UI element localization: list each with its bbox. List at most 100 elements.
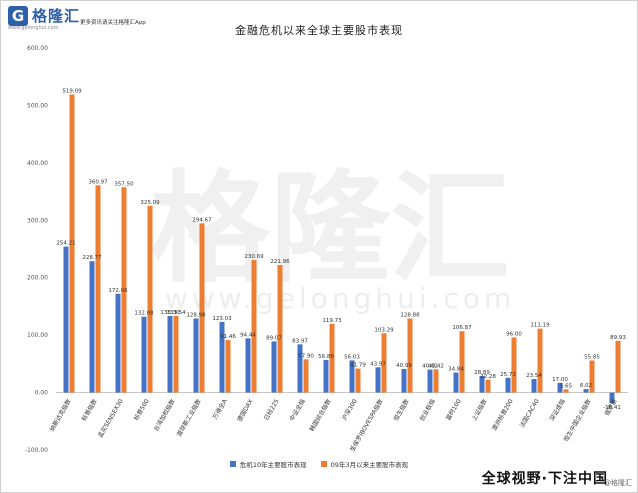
x-category-label: 道琼斯工业指数 bbox=[175, 398, 203, 438]
data-label-series2: 230.69 bbox=[244, 254, 264, 260]
data-label-series2: 41.79 bbox=[350, 363, 366, 369]
bar-series2 bbox=[199, 223, 205, 393]
bar-series2 bbox=[381, 333, 387, 393]
bar-series2 bbox=[459, 331, 465, 393]
data-label-series1: 94.44 bbox=[240, 332, 256, 338]
legend-item-series2: 09年3月以来主要股市表现 bbox=[320, 459, 409, 469]
x-category-label: 日经225 bbox=[262, 397, 281, 421]
x-category-label: 上证指数 bbox=[470, 398, 489, 423]
bar-series2 bbox=[303, 359, 309, 393]
legend-label-series1: 危机10年主要股市表现 bbox=[239, 461, 307, 469]
bar-series2 bbox=[615, 340, 621, 393]
bar-series2 bbox=[355, 368, 361, 393]
legend-label-series2: 09年3月以来主要股市表现 bbox=[330, 461, 409, 469]
bar-series2 bbox=[69, 94, 75, 393]
bar-series1 bbox=[297, 344, 303, 393]
data-label-series1: 89.07 bbox=[266, 335, 282, 341]
data-label-series1: 128.98 bbox=[186, 313, 206, 319]
bar-series1 bbox=[505, 377, 511, 393]
data-label-series1: 43.97 bbox=[370, 361, 386, 367]
data-label-series2: 519.09 bbox=[62, 88, 82, 94]
y-tick-label: 400.00 bbox=[27, 160, 48, 167]
bar-series1 bbox=[219, 321, 225, 393]
x-category-label: 富时100 bbox=[444, 397, 463, 421]
bar-series2 bbox=[147, 205, 153, 393]
bar-series1 bbox=[271, 341, 277, 393]
bar-series1 bbox=[453, 372, 459, 393]
data-label-series1: 172.06 bbox=[108, 288, 128, 294]
bar-series2 bbox=[563, 389, 569, 393]
bar-series2 bbox=[95, 185, 101, 393]
bar-series1 bbox=[63, 246, 69, 393]
data-label-series2: 294.67 bbox=[192, 217, 212, 223]
data-label-series1: 28.89 bbox=[474, 370, 490, 376]
y-tick-label: 200.00 bbox=[27, 275, 48, 282]
legend-swatch-series1 bbox=[229, 461, 236, 467]
brand-url: www.gelonghui.com bbox=[8, 25, 59, 31]
x-category-label: 沪深300 bbox=[340, 397, 359, 421]
x-category-label: 标普指数 bbox=[80, 398, 99, 423]
bar-series2 bbox=[277, 265, 283, 393]
x-category-label: 纳斯达克指数 bbox=[48, 398, 73, 433]
data-label-series1: 40.02 bbox=[422, 364, 438, 370]
y-tick-label: 100.00 bbox=[27, 332, 48, 339]
bar-series1 bbox=[479, 375, 485, 393]
data-label-series1: 254.21 bbox=[56, 241, 75, 247]
data-label-series2: 40.42 bbox=[428, 363, 444, 369]
bar-series1 bbox=[323, 359, 329, 393]
chart-legend: 危机10年主要股市表现 09年3月以来主要股市表现 bbox=[0, 459, 638, 469]
data-label-series2: 89.93 bbox=[610, 335, 626, 341]
x-category-label: 澳洲标普200 bbox=[490, 397, 515, 432]
bar-series2 bbox=[173, 315, 179, 393]
x-category-label: 法国CAC40 bbox=[518, 397, 541, 429]
bar-series1 bbox=[245, 338, 251, 393]
x-category-label: 韩国综合指数 bbox=[308, 398, 333, 433]
legend-swatch-series2 bbox=[320, 461, 327, 467]
data-label-series2: 325.09 bbox=[140, 200, 160, 206]
bar-series2 bbox=[433, 369, 439, 393]
bar-series2 bbox=[589, 360, 595, 393]
bar-series1 bbox=[89, 261, 95, 393]
data-label-series2: 221.96 bbox=[270, 259, 290, 265]
bar-series2 bbox=[329, 323, 335, 393]
data-label-series1: -18.41 bbox=[603, 405, 621, 411]
data-label-series2: 55.85 bbox=[584, 354, 600, 360]
data-label-series2: 57.90 bbox=[298, 353, 314, 359]
x-category-label: 恒生中国企业指数 bbox=[562, 398, 593, 444]
bar-series1 bbox=[427, 369, 433, 393]
bar-series1 bbox=[193, 318, 199, 393]
data-label-series1: 123.03 bbox=[212, 316, 232, 322]
bar-series1 bbox=[531, 379, 537, 393]
bar-series2 bbox=[511, 337, 517, 393]
data-label-series2: 106.87 bbox=[452, 325, 472, 331]
brand-name: 格隆汇 bbox=[32, 7, 81, 25]
data-label-series2: 128.88 bbox=[400, 313, 420, 319]
data-label-series1: 56.86 bbox=[318, 354, 334, 360]
data-label-series2: 360.97 bbox=[88, 179, 108, 185]
x-category-label: 恒生指数 bbox=[392, 398, 411, 423]
x-category-label: 万得全A bbox=[211, 397, 229, 421]
bar-series1 bbox=[349, 360, 355, 393]
bar-series2 bbox=[407, 318, 413, 393]
bar-series1 bbox=[141, 316, 147, 393]
y-tick-label: 300.00 bbox=[27, 217, 48, 224]
data-label-series2: 119.73 bbox=[322, 318, 342, 324]
y-tick-label: -100.00 bbox=[25, 447, 48, 454]
data-label-series2: 91.46 bbox=[220, 334, 236, 340]
bar-series2 bbox=[225, 340, 231, 393]
data-label-series2: 103.29 bbox=[374, 327, 394, 333]
x-category-label: 孟买SENSEX30 bbox=[96, 397, 125, 439]
y-tick-label: 500.00 bbox=[27, 102, 48, 109]
data-label-series2: 22.28 bbox=[480, 374, 496, 380]
data-label-series2: 111.19 bbox=[530, 323, 550, 329]
y-tick-label: 0.00 bbox=[35, 390, 49, 397]
brand-logo: G 格隆汇 bbox=[8, 5, 80, 26]
data-label-series1: 56.03 bbox=[344, 354, 360, 360]
data-label-series2: 133.54 bbox=[166, 310, 186, 316]
watermark-text: 格隆汇 bbox=[150, 160, 510, 299]
x-category-label: 台湾加权指数 bbox=[152, 398, 177, 433]
y-tick-label: 600.00 bbox=[27, 45, 48, 52]
x-category-label: 标普500 bbox=[132, 397, 151, 421]
